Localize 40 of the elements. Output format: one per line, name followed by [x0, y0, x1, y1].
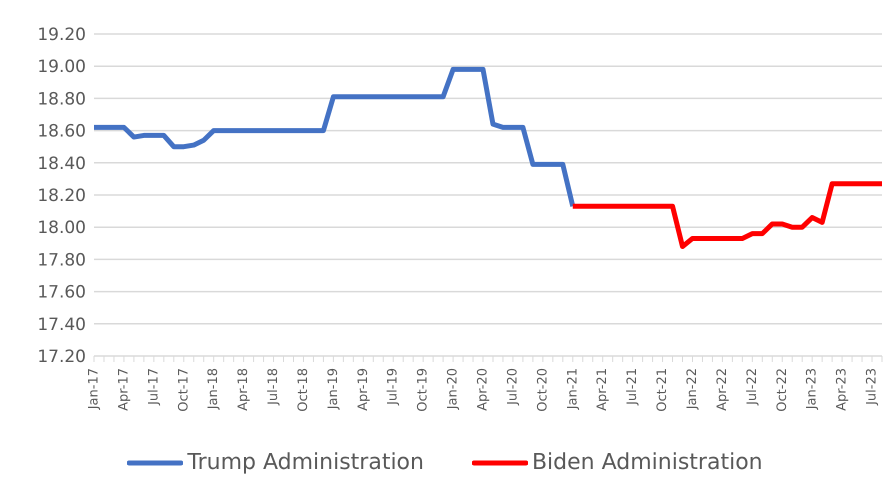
legend-label: Biden Administration	[532, 450, 763, 475]
x-tick-label: Oct-18	[296, 368, 311, 412]
y-tick-label: 17.60	[37, 282, 86, 303]
y-tick-label: 18.80	[37, 89, 86, 110]
x-tick-label: Apr-17	[116, 368, 132, 411]
x-tick-label: Jul-21	[625, 368, 640, 406]
x-tick-label: Jul-17	[146, 368, 162, 406]
x-tick-label: Apr-22	[714, 368, 730, 411]
x-tick-label: Apr-19	[356, 368, 371, 411]
x-tick-label: Oct-19	[416, 368, 431, 412]
x-tick-label: Jul-18	[266, 368, 282, 406]
x-tick-label: Jul-23	[864, 368, 880, 406]
y-tick-label: 19.20	[37, 25, 86, 46]
x-tick-label: Jan-17	[86, 368, 102, 410]
x-tick-label: Jul-20	[505, 368, 520, 406]
y-tick-label: 18.40	[37, 154, 86, 174]
y-tick-label: 19.00	[37, 57, 86, 78]
x-tick-label: Jan-23	[804, 368, 820, 410]
x-tick-label: Jul-22	[744, 368, 760, 406]
x-tick-label: Oct-20	[535, 368, 550, 412]
x-tick-label: Jul-19	[386, 368, 401, 406]
y-tick-label: 18.00	[37, 218, 86, 238]
x-tick-label: Apr-18	[236, 368, 252, 411]
y-tick-label: 17.80	[37, 250, 86, 270]
x-tick-label: Jan-19	[326, 368, 341, 410]
y-tick-label: 17.20	[37, 347, 86, 368]
x-tick-label: Oct-17	[176, 368, 192, 412]
x-tick-label: Jan-18	[206, 368, 222, 410]
y-tick-label: 18.60	[37, 122, 86, 142]
y-tick-label: 17.40	[37, 314, 86, 335]
x-tick-label: Jan-20	[446, 368, 461, 410]
legend-label: Trump Administration	[187, 450, 424, 475]
x-tick-label: Oct-22	[774, 368, 790, 412]
x-tick-label: Apr-21	[595, 368, 610, 411]
x-tick-label: Jan-22	[684, 368, 700, 410]
x-tick-label: Apr-20	[476, 368, 491, 411]
x-tick-label: Oct-21	[655, 368, 670, 412]
y-tick-label: 18.20	[37, 186, 86, 206]
x-tick-label: Apr-23	[834, 368, 850, 411]
x-tick-label: Jan-21	[565, 368, 580, 410]
